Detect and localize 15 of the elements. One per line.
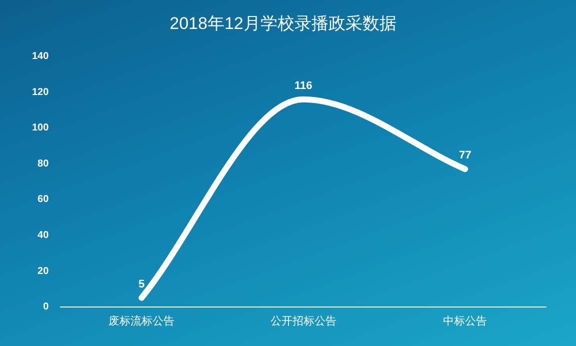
y-tick-label: 140 [32, 51, 50, 62]
chart-title: 2018年12月学校录播政采数据 [170, 14, 396, 33]
y-tick-label: 40 [38, 230, 50, 242]
y-tick-label: 60 [38, 194, 50, 206]
data-label: 77 [458, 150, 472, 162]
data-label: 5 [138, 278, 145, 290]
y-tick-label: 20 [38, 266, 50, 277]
x-tick-label: 公开招标公告 [270, 314, 336, 328]
x-tick-label: 废标流标公告 [108, 314, 175, 328]
y-tick-label: 120 [32, 86, 50, 98]
y-tick-label: 0 [43, 302, 50, 313]
data-label: 116 [294, 80, 312, 92]
y-tick-label: 80 [38, 158, 50, 170]
x-tick-label: 中标公告 [443, 314, 488, 328]
y-tick-label: 100 [32, 122, 50, 134]
